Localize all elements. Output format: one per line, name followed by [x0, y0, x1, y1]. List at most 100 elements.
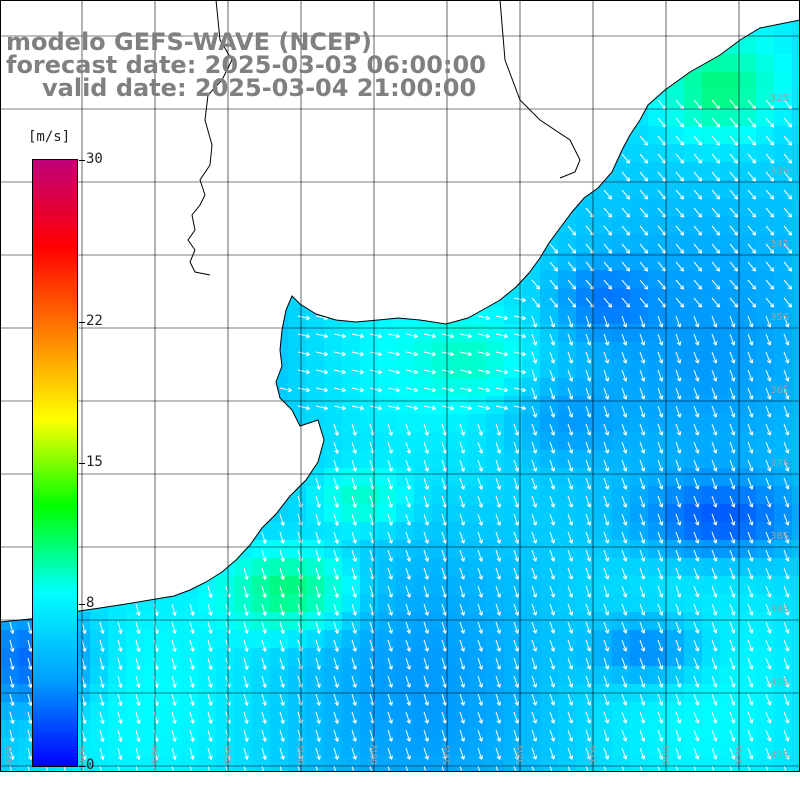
field-cell	[360, 702, 378, 720]
wind-arrow	[585, 423, 592, 436]
wind-arrow	[621, 279, 631, 290]
field-cell	[738, 288, 756, 306]
wind-arrow	[675, 153, 685, 164]
field-cell	[396, 324, 414, 342]
wind-arrow	[693, 459, 700, 472]
wind-arrow	[711, 171, 721, 182]
field-cell	[774, 378, 792, 396]
field-cell	[720, 576, 738, 594]
longitude-label: 57W	[589, 745, 599, 765]
wind-arrow	[477, 405, 491, 411]
wind-arrow	[117, 693, 123, 706]
field-cell	[396, 720, 414, 738]
field-cell	[702, 738, 720, 756]
field-cell	[576, 342, 594, 360]
wind-arrow	[639, 477, 646, 490]
field-cell	[540, 648, 558, 666]
field-cell	[684, 126, 702, 144]
field-cell	[720, 180, 738, 198]
wind-arrow	[693, 585, 700, 598]
wind-arrow	[171, 693, 177, 706]
wind-arrow	[549, 495, 556, 508]
field-cell	[648, 558, 666, 576]
wind-arrow	[711, 225, 721, 236]
field-cell	[432, 630, 450, 648]
field-cell	[720, 288, 738, 306]
field-cell	[648, 270, 666, 288]
field-cell	[648, 612, 666, 630]
field-cell	[792, 666, 800, 684]
field-cell	[126, 720, 144, 738]
wind-arrow	[243, 675, 249, 688]
field-cell	[792, 306, 800, 324]
wind-arrow	[783, 729, 790, 742]
wind-arrow	[459, 405, 473, 411]
field-cell	[234, 648, 252, 666]
wind-arrow	[783, 549, 790, 562]
wind-arrow	[585, 585, 592, 598]
field-cell	[792, 504, 800, 522]
wind-arrow	[729, 351, 736, 364]
field-cell	[684, 90, 702, 108]
field-cell	[648, 450, 666, 468]
field-cell	[288, 702, 306, 720]
wind-arrow	[423, 729, 429, 742]
field-cell	[630, 522, 648, 540]
wind-arrow	[747, 315, 754, 328]
wind-arrow	[765, 207, 775, 218]
field-cell	[324, 720, 342, 738]
wind-arrow	[243, 621, 249, 634]
field-cell	[144, 648, 162, 666]
field-cell	[720, 342, 738, 360]
field-cell	[576, 756, 594, 774]
field-cell	[666, 414, 684, 432]
wind-arrow	[639, 135, 649, 146]
field-cell	[486, 612, 504, 630]
field-cell	[594, 432, 612, 450]
wind-arrow	[567, 585, 574, 598]
field-cell	[648, 630, 666, 648]
wind-arrow	[99, 711, 105, 724]
wind-arrow	[747, 711, 754, 724]
field-cell	[630, 702, 648, 720]
field-cell	[792, 162, 800, 180]
wind-arrow	[531, 297, 541, 308]
wind-arrow	[261, 639, 267, 652]
wind-arrow	[675, 459, 682, 472]
field-cell	[792, 396, 800, 414]
field-cell	[702, 648, 720, 666]
wind-arrow	[333, 693, 339, 706]
field-cell	[612, 180, 630, 198]
field-cell	[720, 648, 738, 666]
field-cell	[522, 540, 540, 558]
wind-arrow	[765, 639, 772, 652]
field-cell	[396, 486, 414, 504]
wind-arrow	[189, 729, 195, 742]
field-cell	[360, 468, 378, 486]
wind-arrow	[531, 585, 538, 598]
wind-arrow	[549, 639, 556, 652]
wind-arrow	[189, 657, 195, 670]
field-cell	[432, 666, 450, 684]
field-cell	[162, 756, 180, 774]
field-cell	[576, 216, 594, 234]
wind-arrow	[711, 585, 718, 598]
field-cell	[774, 198, 792, 216]
field-cell	[396, 414, 414, 432]
wind-arrow	[639, 513, 646, 526]
field-cell	[594, 324, 612, 342]
wind-arrow	[693, 549, 700, 562]
field-cell	[684, 738, 702, 756]
field-cell	[486, 306, 504, 324]
field-cell	[594, 666, 612, 684]
wind-arrow	[585, 639, 592, 652]
field-cell	[378, 486, 396, 504]
wind-arrow	[729, 423, 736, 436]
wind-arrow	[639, 423, 646, 436]
wind-arrow	[729, 405, 736, 418]
wind-arrow	[711, 513, 718, 526]
field-cell	[198, 612, 216, 630]
wind-arrow	[747, 189, 757, 200]
wind-arrow	[423, 747, 429, 760]
field-cell	[594, 504, 612, 522]
